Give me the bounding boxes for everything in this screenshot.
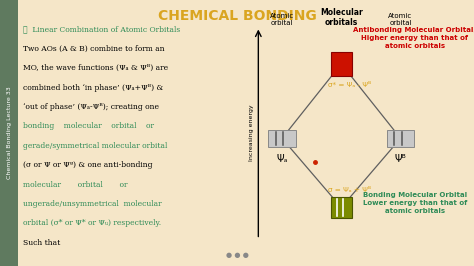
Text: Ψᴮ: Ψᴮ [395,154,406,164]
Text: σ = Ψₐ + Ψᴮ: σ = Ψₐ + Ψᴮ [328,187,371,193]
Text: bonding    molecular    orbital    or: bonding molecular orbital or [23,122,154,130]
Bar [0,0,18,266]
Bar [387,130,414,147]
Text: Atomic
orbital: Atomic orbital [270,13,294,26]
Text: ‘out of phase’ (Ψₐ-Ψᴮ); creating one: ‘out of phase’ (Ψₐ-Ψᴮ); creating one [23,103,159,111]
Text: ✓  Linear Combination of Atomic Orbitals: ✓ Linear Combination of Atomic Orbitals [23,25,180,33]
Text: Increasing energy: Increasing energy [249,105,254,161]
Bar [268,130,296,147]
Text: Bonding Molecular Orbital
Lower energy than that of
atomic orbitals: Bonding Molecular Orbital Lower energy t… [363,192,467,214]
Bar [331,52,352,76]
Text: Atomic
orbital: Atomic orbital [388,13,413,26]
Text: combined both ‘in phase’ (Ψₐ+Ψᴮ) &: combined both ‘in phase’ (Ψₐ+Ψᴮ) & [23,84,163,92]
Text: orbital (σ* or Ψ* or Ψᵤ) respectively.: orbital (σ* or Ψ* or Ψᵤ) respectively. [23,219,161,227]
Text: Molecular
orbitals: Molecular orbitals [320,8,363,27]
Text: Such that: Such that [23,239,60,247]
Text: gerade/symmetrical molecular orbital: gerade/symmetrical molecular orbital [23,142,167,150]
Text: Chemical Bonding Lecture 33: Chemical Bonding Lecture 33 [7,87,11,179]
Text: Antibonding Molecular Orbital;
Higher energy than that of
atomic orbitals: Antibonding Molecular Orbital; Higher en… [353,27,474,49]
Text: molecular       orbital       or: molecular orbital or [23,181,127,189]
Bar [331,197,352,218]
Text: ungerade/unsymmetrical  molecular: ungerade/unsymmetrical molecular [23,200,161,208]
Text: MO, the wave functions (Ψₐ & Ψᴮ) are: MO, the wave functions (Ψₐ & Ψᴮ) are [23,64,168,72]
Text: Two AOs (A & B) combine to form an: Two AOs (A & B) combine to form an [23,45,164,53]
Text: ● ● ●: ● ● ● [226,252,248,258]
Text: σ* = Ψₐ - Ψᴮ: σ* = Ψₐ - Ψᴮ [328,82,372,89]
Text: (σ or Ψ or Ψᵍ) & one anti-bonding: (σ or Ψ or Ψᵍ) & one anti-bonding [23,161,152,169]
Text: CHEMICAL BONDING: CHEMICAL BONDING [158,9,316,23]
Text: Ψₐ: Ψₐ [276,154,288,164]
